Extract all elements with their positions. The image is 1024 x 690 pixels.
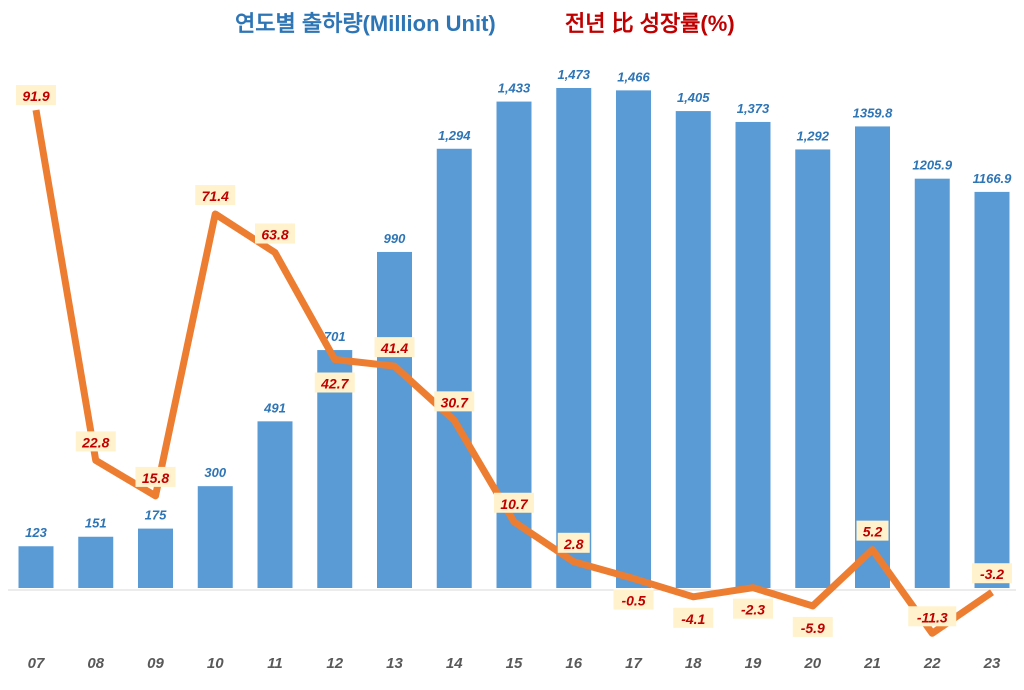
line-label: 15.8 [142,470,169,486]
bar [377,251,412,589]
bar-label: 701 [324,329,346,344]
bar [556,88,592,588]
x-tick-label: 17 [625,655,642,672]
line-label: -3.2 [980,566,1004,582]
bar-label: 151 [85,516,107,531]
line-label-box [314,372,355,393]
bar-label: 1,466 [617,69,650,84]
line-label-box [195,185,236,206]
bar-label: 300 [204,465,226,480]
line-label: -5.9 [801,620,825,636]
line-label: 63.8 [261,227,288,243]
line-label: 41.4 [380,340,408,356]
x-tick-label: 13 [386,655,403,672]
line-label: 5.2 [863,524,883,540]
x-tick-label: 10 [207,655,224,672]
bar-label: 1,292 [796,128,829,143]
bar [138,528,173,588]
x-tick-label: 22 [923,655,941,672]
bar-label: 491 [263,400,286,415]
x-tick-label: 21 [863,655,881,672]
bar-label: 1,294 [438,128,471,143]
x-tick-label: 18 [685,655,702,672]
line-label-box [16,85,56,106]
x-tick-label: 20 [803,655,821,672]
bar [735,121,771,588]
x-tick-label: 16 [565,655,582,672]
bar [795,149,831,588]
bar-label: 1359.8 [853,105,894,120]
bar [197,486,233,588]
bar-label: 1,373 [737,101,770,116]
bar-label: 990 [384,231,406,246]
x-tick-label: 09 [147,655,164,672]
x-tick-label: 23 [983,655,1001,672]
bar [855,126,890,588]
line-label-box [255,223,295,244]
line-label: 91.9 [22,88,49,104]
bar [616,90,651,589]
line-label: -4.1 [681,611,705,627]
line-label: -2.3 [741,602,765,618]
line-label-box [673,607,714,628]
bar-label: 1,405 [677,90,710,105]
line-label-box [733,598,773,619]
line-label-box [374,337,415,358]
x-tick-label: 08 [87,655,104,672]
line-label-box [972,563,1012,584]
line-label: 71.4 [202,188,229,204]
line-label: 22.8 [81,434,109,450]
line-label: 2.8 [563,536,584,552]
x-tick-label: 12 [326,655,343,672]
x-tick-label: 19 [745,655,762,672]
bar [436,148,472,588]
line-label-box [557,532,590,553]
line-label-box [75,431,116,452]
x-tick-label: 11 [267,655,283,672]
bar [78,536,114,588]
bar-label: 1,473 [557,67,590,82]
line-label: -11.3 [917,609,948,625]
x-tick-label: 07 [28,655,45,672]
bar-label: 1,433 [498,81,531,96]
growth-line [32,109,994,637]
line-label-box [135,466,176,487]
line-label-box [494,492,534,513]
bar [974,191,1010,588]
x-tick-label: 14 [446,655,463,672]
line-label: -0.5 [621,593,645,609]
bar [914,178,950,588]
bar-label: 175 [145,508,167,523]
bar [18,546,54,588]
line-label-box [613,589,654,610]
line-series-title: 전년 比 성장률(%) [565,11,735,36]
x-tick-label: 15 [506,655,523,672]
bar-series-title: 연도별 출하량(Million Unit) [235,11,496,36]
bar [675,111,711,588]
bar [257,421,293,588]
line-label: 30.7 [441,394,469,410]
bar-label: 1205.9 [912,158,953,173]
bar-label: 1166.9 [973,171,1013,186]
line-label: 42.7 [320,376,349,392]
line-label-box [792,616,833,637]
line-label: 10.7 [500,496,528,512]
line-label-box [856,520,889,541]
bar-label: 123 [25,525,47,540]
line-label-box [908,606,957,627]
line-label-box [434,391,475,412]
